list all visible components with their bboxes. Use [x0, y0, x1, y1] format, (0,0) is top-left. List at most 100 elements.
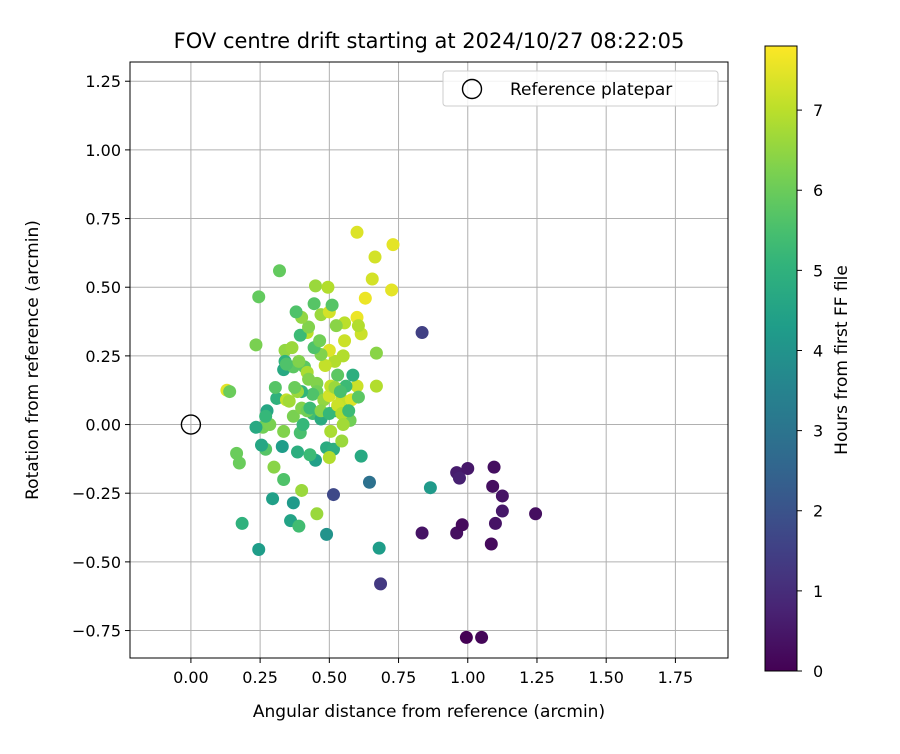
scatter-point	[313, 334, 327, 348]
scatter-point	[351, 390, 365, 404]
scatter-point	[259, 409, 273, 423]
legend-reference-marker	[461, 78, 483, 100]
data-points	[220, 225, 543, 644]
scatter-point	[268, 380, 282, 394]
x-tick-label: 0.50	[312, 668, 348, 687]
scatter-point	[292, 519, 306, 533]
scatter-point	[303, 448, 317, 462]
legend-box	[442, 70, 719, 107]
scatter-point	[223, 385, 237, 399]
scatter-point	[336, 418, 350, 432]
y-axis-label: Rotation from reference (arcmin)	[23, 220, 43, 500]
y-tick-label: 0.50	[85, 278, 121, 297]
scatter-point	[322, 451, 336, 465]
colorbar-tick-label: 3	[813, 422, 823, 441]
x-tick-label: 0.25	[242, 668, 278, 687]
scatter-point	[252, 543, 266, 557]
scatter-point	[369, 379, 383, 393]
scatter-point	[270, 391, 284, 405]
scatter-point	[333, 385, 347, 399]
scatter-point	[358, 291, 372, 305]
scatter-point	[277, 424, 291, 438]
x-tick-label: 1.75	[658, 668, 694, 687]
colorbar-tick-label: 1	[813, 582, 823, 601]
scatter-point	[342, 404, 356, 418]
scatter-point	[329, 319, 343, 333]
scatter-point	[282, 394, 296, 408]
scatter-point	[295, 483, 309, 497]
scatter-point	[290, 445, 304, 459]
scatter-point	[331, 368, 345, 382]
x-tick-label: 0.75	[381, 668, 417, 687]
scatter-point	[484, 537, 498, 551]
x-axis-ticks: 0.00 0.25 0.50 0.75 1.00 1.25 1.50 1.75	[173, 658, 693, 687]
scatter-point	[321, 280, 335, 294]
scatter-point	[302, 320, 316, 334]
scatter-point	[487, 460, 501, 474]
scatter-point	[310, 507, 324, 521]
scatter-point	[488, 516, 502, 530]
scatter-point	[459, 630, 473, 644]
y-tick-label: −0.75	[72, 622, 121, 641]
scatter-point	[529, 507, 543, 521]
scatter-point	[455, 518, 469, 532]
scatter-point	[365, 272, 379, 286]
scatter-point	[368, 250, 382, 264]
y-tick-label: 0.00	[85, 416, 121, 435]
reference-point-marker	[180, 414, 202, 435]
scatter-point	[336, 349, 350, 363]
colorbar-tick-label: 2	[813, 502, 823, 521]
scatter-point	[277, 472, 291, 486]
scatter-point	[267, 460, 281, 474]
scatter-point	[308, 279, 322, 293]
x-axis-label: Angular distance from reference (arcmin)	[253, 702, 605, 722]
colorbar-tick-label: 0	[813, 662, 823, 681]
scatter-point	[288, 380, 302, 394]
scatter-point	[350, 379, 364, 393]
scatter-point	[273, 264, 286, 278]
scatter-point	[255, 438, 269, 452]
scatter-point	[232, 456, 246, 470]
scatter-point	[374, 577, 388, 591]
scatter-point	[415, 526, 429, 540]
colorbar-tick-label: 6	[813, 181, 823, 200]
scatter-point	[249, 338, 263, 352]
x-tick-label: 0.00	[173, 668, 209, 687]
scatter-point	[362, 475, 376, 489]
scatter-point	[289, 305, 303, 319]
scatter-point	[286, 409, 300, 423]
scatter-point	[235, 516, 249, 530]
scatter-point	[306, 387, 320, 401]
scatter-point	[279, 357, 293, 371]
scatter-point	[423, 481, 437, 495]
scatter-point	[292, 354, 306, 368]
scatter-point	[325, 298, 339, 312]
scatter-point	[369, 346, 383, 360]
scatter-point	[338, 334, 352, 348]
scatter-point	[285, 341, 299, 355]
scatter-point	[354, 449, 368, 463]
plot-area-frame	[129, 61, 729, 659]
scatter-point	[307, 297, 321, 311]
x-tick-label: 1.50	[588, 668, 624, 687]
scatter-point	[326, 488, 340, 502]
scatter-point	[249, 420, 263, 434]
colorbar-tick-label: 4	[813, 341, 823, 360]
y-tick-label: 1.00	[85, 141, 121, 160]
scatter-point	[346, 368, 360, 382]
colorbar-tick-label: 5	[813, 261, 823, 280]
scatter-point	[252, 290, 266, 304]
scatter-point	[350, 225, 364, 239]
y-tick-label: 0.25	[85, 347, 121, 366]
scatter-point	[495, 489, 509, 503]
scatter-point	[486, 479, 500, 493]
legend: Reference platepar	[442, 70, 719, 107]
x-tick-label: 1.00	[450, 668, 486, 687]
scatter-point	[461, 461, 475, 475]
y-tick-label: −0.25	[72, 484, 121, 503]
y-axis-ticks: −0.75 −0.50 −0.25 0.00 0.25 0.50 0.75 1.00 1.25	[72, 72, 130, 641]
scatter-point	[372, 541, 386, 555]
scatter-point	[335, 434, 349, 448]
